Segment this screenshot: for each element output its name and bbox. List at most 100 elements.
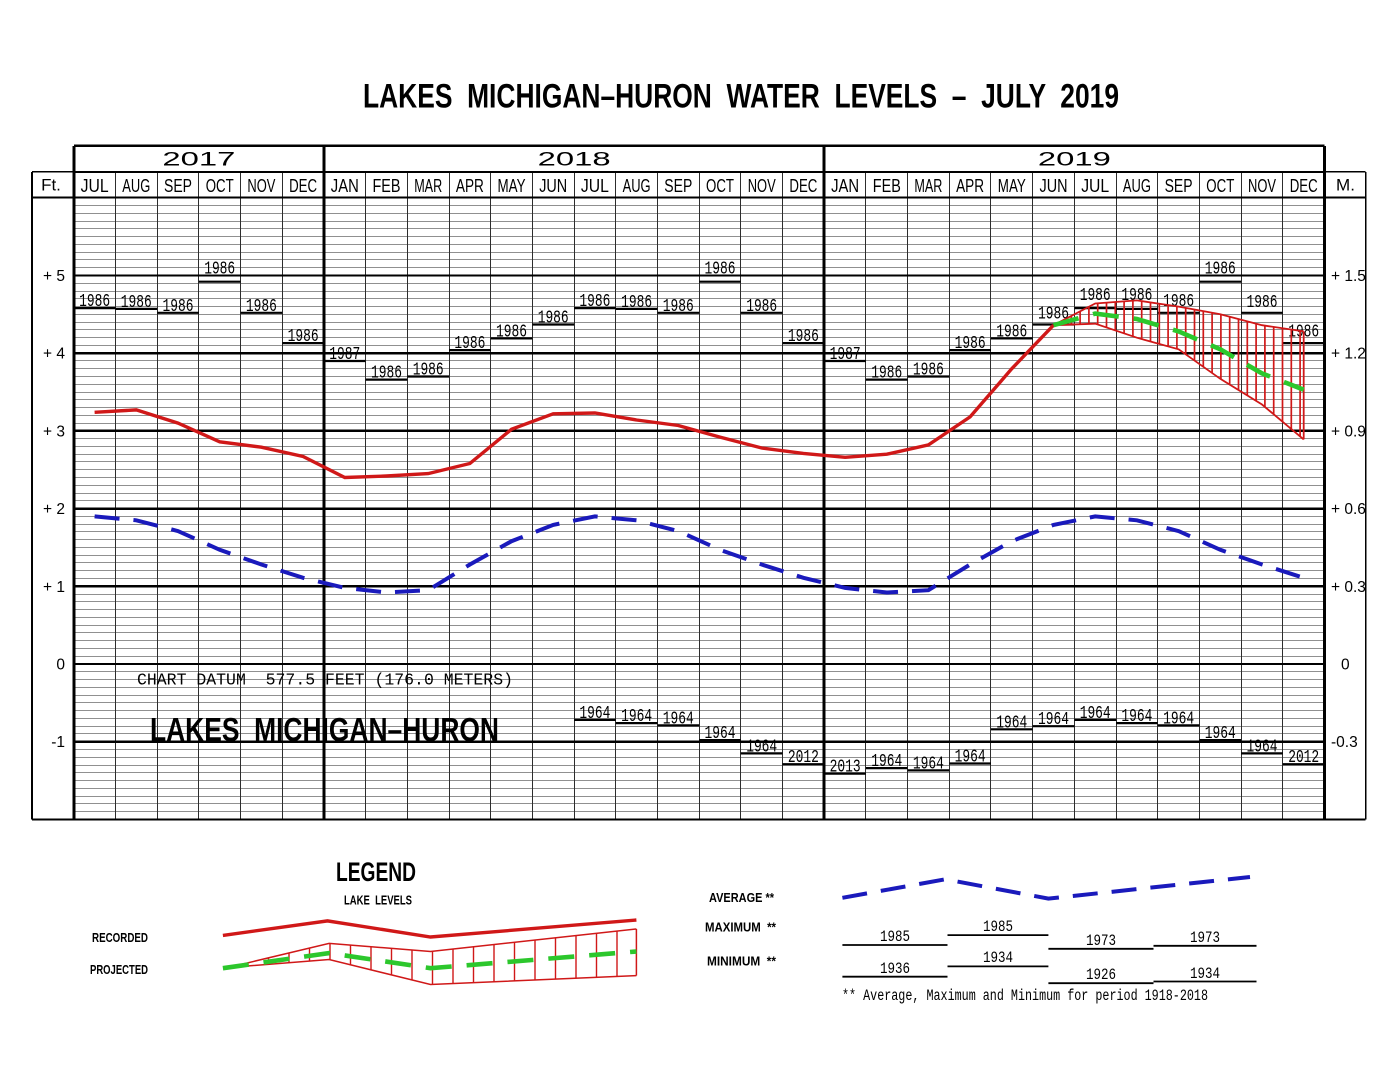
svg-text:1986: 1986 bbox=[871, 364, 902, 384]
svg-text:1986: 1986 bbox=[913, 361, 944, 381]
svg-text:MAY: MAY bbox=[498, 176, 526, 196]
svg-text:2018: 2018 bbox=[538, 150, 611, 171]
svg-text:1964: 1964 bbox=[1205, 724, 1236, 744]
svg-text:MAR: MAR bbox=[914, 176, 942, 196]
svg-text:LAKES MICHIGAN–HURON WATER: LAKES MICHIGAN–HURON WATER LEVELS – JULY… bbox=[363, 78, 1119, 116]
svg-text:2013: 2013 bbox=[830, 758, 861, 778]
svg-text:1986: 1986 bbox=[121, 293, 152, 313]
svg-text:LEGEND: LEGEND bbox=[336, 857, 416, 887]
svg-text:+ 0.6: + 0.6 bbox=[1331, 501, 1366, 518]
svg-text:MAXIMUM **: MAXIMUM ** bbox=[705, 921, 776, 935]
svg-text:CHART DATUM 577.5 FEET (176.0: CHART DATUM 577.5 FEET (176.0 METERS) bbox=[137, 671, 513, 690]
svg-text:1964: 1964 bbox=[871, 752, 902, 772]
svg-text:1986: 1986 bbox=[454, 334, 485, 354]
svg-text:1973: 1973 bbox=[1190, 929, 1220, 947]
svg-text:1964: 1964 bbox=[1038, 710, 1069, 730]
svg-text:-0.3: -0.3 bbox=[1331, 734, 1358, 751]
svg-text:DEC: DEC bbox=[789, 176, 817, 196]
svg-text:2019: 2019 bbox=[1038, 150, 1111, 171]
svg-text:1986: 1986 bbox=[1080, 286, 1111, 306]
svg-text:0: 0 bbox=[56, 657, 65, 674]
svg-text:RECORDED: RECORDED bbox=[92, 931, 148, 945]
svg-text:1986: 1986 bbox=[246, 297, 277, 317]
svg-text:1986: 1986 bbox=[663, 297, 694, 317]
svg-text:JUL: JUL bbox=[581, 176, 609, 196]
svg-text:+ 0.9: + 0.9 bbox=[1331, 423, 1366, 440]
svg-text:1964: 1964 bbox=[955, 748, 986, 768]
svg-text:OCT: OCT bbox=[206, 176, 234, 196]
svg-text:AUG: AUG bbox=[1123, 176, 1151, 196]
svg-text:OCT: OCT bbox=[706, 176, 734, 196]
svg-text:NOV: NOV bbox=[1248, 176, 1276, 196]
svg-text:1986: 1986 bbox=[579, 292, 610, 312]
svg-text:1986: 1986 bbox=[1205, 260, 1236, 280]
svg-text:APR: APR bbox=[956, 176, 984, 196]
svg-text:AUG: AUG bbox=[122, 176, 150, 196]
svg-text:+ 4: + 4 bbox=[43, 346, 65, 363]
svg-text:1964: 1964 bbox=[663, 709, 694, 729]
svg-text:1964: 1964 bbox=[913, 754, 944, 774]
svg-text:LAKE LEVELS: LAKE LEVELS bbox=[344, 893, 412, 908]
svg-text:M.: M. bbox=[1336, 176, 1355, 195]
svg-text:1986: 1986 bbox=[705, 260, 736, 280]
svg-text:0: 0 bbox=[1341, 657, 1350, 674]
svg-text:SEP: SEP bbox=[1165, 176, 1193, 196]
svg-text:1986: 1986 bbox=[163, 297, 194, 317]
svg-text:APR: APR bbox=[456, 176, 484, 196]
svg-text:JUN: JUN bbox=[539, 176, 567, 196]
svg-text:1964: 1964 bbox=[746, 737, 777, 757]
svg-text:MINIMUM **: MINIMUM ** bbox=[707, 955, 776, 969]
svg-text:** Average, Maximum and Minimu: ** Average, Maximum and Minimum for peri… bbox=[842, 987, 1208, 1005]
svg-text:+ 5: + 5 bbox=[43, 268, 65, 285]
svg-text:1964: 1964 bbox=[621, 707, 652, 727]
svg-text:PROJECTED: PROJECTED bbox=[90, 963, 148, 977]
svg-text:1987: 1987 bbox=[329, 345, 360, 365]
svg-text:SEP: SEP bbox=[664, 176, 692, 196]
svg-text:JUL: JUL bbox=[1081, 176, 1109, 196]
svg-text:2017: 2017 bbox=[162, 150, 235, 171]
svg-text:1934: 1934 bbox=[983, 949, 1013, 967]
svg-text:+ 1.2: + 1.2 bbox=[1331, 346, 1366, 363]
svg-text:Ft.: Ft. bbox=[41, 176, 61, 195]
svg-text:FEB: FEB bbox=[373, 176, 401, 196]
svg-text:+ 2: + 2 bbox=[43, 501, 65, 518]
svg-text:1986: 1986 bbox=[1038, 305, 1069, 325]
svg-text:1964: 1964 bbox=[579, 704, 610, 724]
svg-text:1987: 1987 bbox=[830, 345, 861, 365]
svg-text:NOV: NOV bbox=[748, 176, 776, 196]
svg-text:1985: 1985 bbox=[983, 918, 1013, 936]
svg-text:+ 1: + 1 bbox=[43, 579, 65, 596]
svg-text:JAN: JAN bbox=[831, 176, 859, 196]
svg-text:AVERAGE **: AVERAGE ** bbox=[709, 891, 774, 905]
svg-text:1986: 1986 bbox=[621, 293, 652, 313]
svg-text:SEP: SEP bbox=[164, 176, 192, 196]
svg-text:1986: 1986 bbox=[288, 327, 319, 347]
svg-text:1934: 1934 bbox=[1190, 965, 1220, 983]
svg-text:NOV: NOV bbox=[247, 176, 275, 196]
svg-text:1986: 1986 bbox=[204, 260, 235, 280]
svg-text:+ 1.5: + 1.5 bbox=[1331, 268, 1366, 285]
svg-text:JUN: JUN bbox=[1040, 176, 1068, 196]
svg-text:LAKES MICHIGAN–HURON: LAKES MICHIGAN–HURON bbox=[150, 712, 499, 749]
svg-text:1985: 1985 bbox=[880, 928, 910, 946]
svg-text:MAR: MAR bbox=[414, 176, 442, 196]
svg-text:1986: 1986 bbox=[955, 334, 986, 354]
svg-text:FEB: FEB bbox=[873, 176, 901, 196]
svg-text:1986: 1986 bbox=[371, 364, 402, 384]
svg-text:DEC: DEC bbox=[289, 176, 317, 196]
svg-text:1926: 1926 bbox=[1086, 966, 1116, 984]
svg-text:1986: 1986 bbox=[746, 297, 777, 317]
svg-text:1986: 1986 bbox=[538, 309, 569, 329]
svg-text:1964: 1964 bbox=[996, 713, 1027, 733]
svg-text:-1: -1 bbox=[51, 734, 65, 751]
svg-text:+ 3: + 3 bbox=[43, 423, 65, 440]
svg-text:+ 0.3: + 0.3 bbox=[1331, 579, 1366, 596]
svg-text:1964: 1964 bbox=[1080, 704, 1111, 724]
svg-text:1964: 1964 bbox=[1163, 709, 1194, 729]
svg-text:JUL: JUL bbox=[81, 176, 109, 196]
svg-text:1986: 1986 bbox=[413, 361, 444, 381]
svg-text:1986: 1986 bbox=[1247, 293, 1278, 313]
svg-text:1986: 1986 bbox=[79, 292, 110, 312]
svg-text:MAY: MAY bbox=[998, 176, 1026, 196]
svg-text:OCT: OCT bbox=[1206, 176, 1234, 196]
